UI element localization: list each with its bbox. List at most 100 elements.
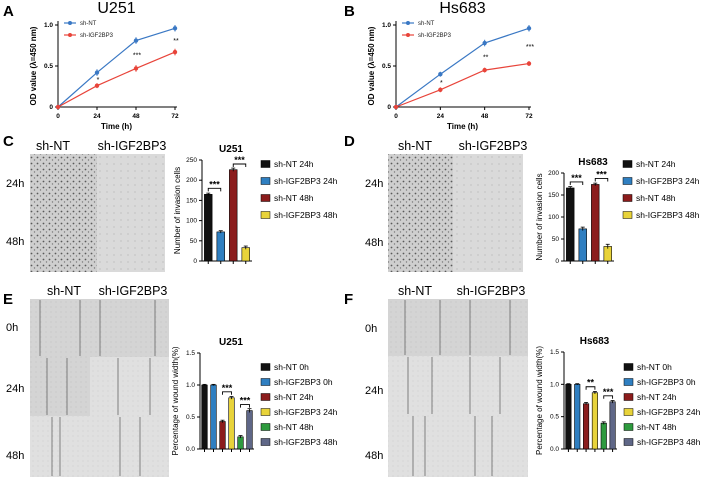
panel-label-e: E <box>3 291 13 308</box>
y-tick-label: 1.0 <box>186 382 195 389</box>
data-point <box>133 66 139 71</box>
micro-image <box>90 357 169 416</box>
legend-label: sh-NT 48h <box>274 422 314 432</box>
panel-label-b: B <box>344 3 355 20</box>
significance-label: *** <box>133 53 141 60</box>
y-tick-label: 200 <box>186 177 197 184</box>
y-tick-label: 0.5 <box>550 414 559 421</box>
micro-d-row-1: 48h <box>365 237 383 249</box>
legend-label: sh-IGF2BP3 0h <box>274 377 333 387</box>
legend-swatch <box>260 423 271 431</box>
legend-swatch <box>260 363 271 371</box>
significance-label: *** <box>526 44 534 51</box>
y-tick-label: 0 <box>49 104 53 111</box>
legend-swatch <box>260 393 271 401</box>
legend-label: sh-NT 0h <box>637 362 672 372</box>
series-line-sh-nt <box>57 27 176 108</box>
legend-marker <box>406 21 410 25</box>
bar <box>600 422 607 450</box>
data-point <box>94 70 100 75</box>
y-tick-label: 1.5 <box>550 349 559 356</box>
chart-e: U251 0.0 0.5 1.0 1.5 Percentage of wound widt… <box>171 337 338 455</box>
significance-bracket <box>569 181 584 185</box>
y-tick-label: 1.0 <box>44 22 53 29</box>
micro-image <box>453 154 523 212</box>
legend-swatch <box>622 177 633 185</box>
x-tick-label: 24 <box>437 113 445 120</box>
bar <box>219 421 226 450</box>
legend-label: sh-IGF2BP3 0h <box>637 377 696 387</box>
bar <box>591 184 600 262</box>
bar <box>574 384 581 450</box>
legend-swatch <box>260 438 271 446</box>
bar <box>609 401 616 450</box>
legend-label: sh-IGF2BP3 48h <box>636 210 700 220</box>
significance-label: *** <box>603 387 614 397</box>
y-tick-label: 150 <box>548 192 559 199</box>
micro-d-row-0: 24h <box>365 178 383 190</box>
y-axis-label: OD value (λ=450 nm) <box>367 26 376 105</box>
micro-d-col-1: sh-IGF2BP3 <box>459 139 528 153</box>
legend-label: sh-NT <box>80 21 97 27</box>
significance-label: *** <box>234 155 245 165</box>
micro-image <box>451 299 528 356</box>
micro-image <box>388 415 451 477</box>
significance-label: *** <box>209 179 220 189</box>
bar <box>237 436 244 450</box>
data-point <box>438 87 443 92</box>
legend-marker <box>68 33 72 37</box>
y-tick-label: 0.0 <box>550 446 559 453</box>
bar <box>201 384 208 450</box>
chart-title: Hs683 <box>439 0 485 17</box>
significance-bracket <box>603 395 614 399</box>
legend-swatch <box>260 160 271 168</box>
y-axis-label: OD value (λ=450 nm) <box>29 26 38 105</box>
series-line-sh-igf2bp3 <box>395 62 530 108</box>
micro-image <box>90 299 169 357</box>
chart-c: U251 0 50 100 150 200 250 Number of invasion ce… <box>173 144 338 265</box>
micro-image <box>388 154 453 212</box>
micro-image <box>30 154 97 211</box>
bar <box>565 384 572 450</box>
legend-label: sh-IGF2BP3 <box>418 33 452 39</box>
chart-f: Hs683 0.0 0.5 1.0 1.5 Percentage of wound wid… <box>535 336 701 455</box>
legend-marker <box>68 21 72 25</box>
micro-c-col-0: sh-NT <box>36 139 70 153</box>
significance-label: *** <box>240 396 251 406</box>
legend-label: sh-IGF2BP3 24h <box>274 407 338 417</box>
significance-label: ** <box>587 378 595 388</box>
legend-swatch <box>622 194 633 202</box>
legend-swatch <box>623 423 634 431</box>
y-tick-label: 0.0 <box>186 446 195 453</box>
panel-label-c: C <box>3 133 14 150</box>
bar <box>204 194 213 262</box>
legend-label: sh-NT 48h <box>274 193 314 203</box>
micro-image <box>388 212 453 272</box>
chart-title: U251 <box>219 144 243 155</box>
y-tick-label: 0 <box>193 258 197 265</box>
significance-label: ** <box>173 38 179 45</box>
micro-image <box>30 299 90 357</box>
legend-marker <box>406 33 410 37</box>
chart-title: Hs683 <box>578 157 608 168</box>
micro-image <box>30 211 97 272</box>
y-tick-label: 50 <box>552 236 560 243</box>
micro-image <box>451 415 528 477</box>
micrograph-f: sh-NT sh-IGF2BP3 0h 24h 48h <box>365 284 528 477</box>
micro-f-row-2: 48h <box>365 450 383 462</box>
data-point <box>526 26 532 31</box>
legend-swatch <box>623 378 634 386</box>
legend-swatch <box>623 363 634 371</box>
legend-label: sh-IGF2BP3 24h <box>636 176 700 186</box>
data-point <box>526 61 532 66</box>
legend-swatch <box>623 438 634 446</box>
data-point <box>133 38 139 43</box>
data-point <box>172 49 178 55</box>
y-tick-label: 0.5 <box>382 63 391 70</box>
micro-f-row-0: 0h <box>365 323 377 335</box>
micro-f-col-0: sh-NT <box>398 284 432 298</box>
bar <box>229 169 238 262</box>
micro-f-col-1: sh-IGF2BP3 <box>457 284 526 298</box>
micro-f-row-1: 24h <box>365 385 383 397</box>
x-axis-label: Time (h) <box>101 122 132 131</box>
